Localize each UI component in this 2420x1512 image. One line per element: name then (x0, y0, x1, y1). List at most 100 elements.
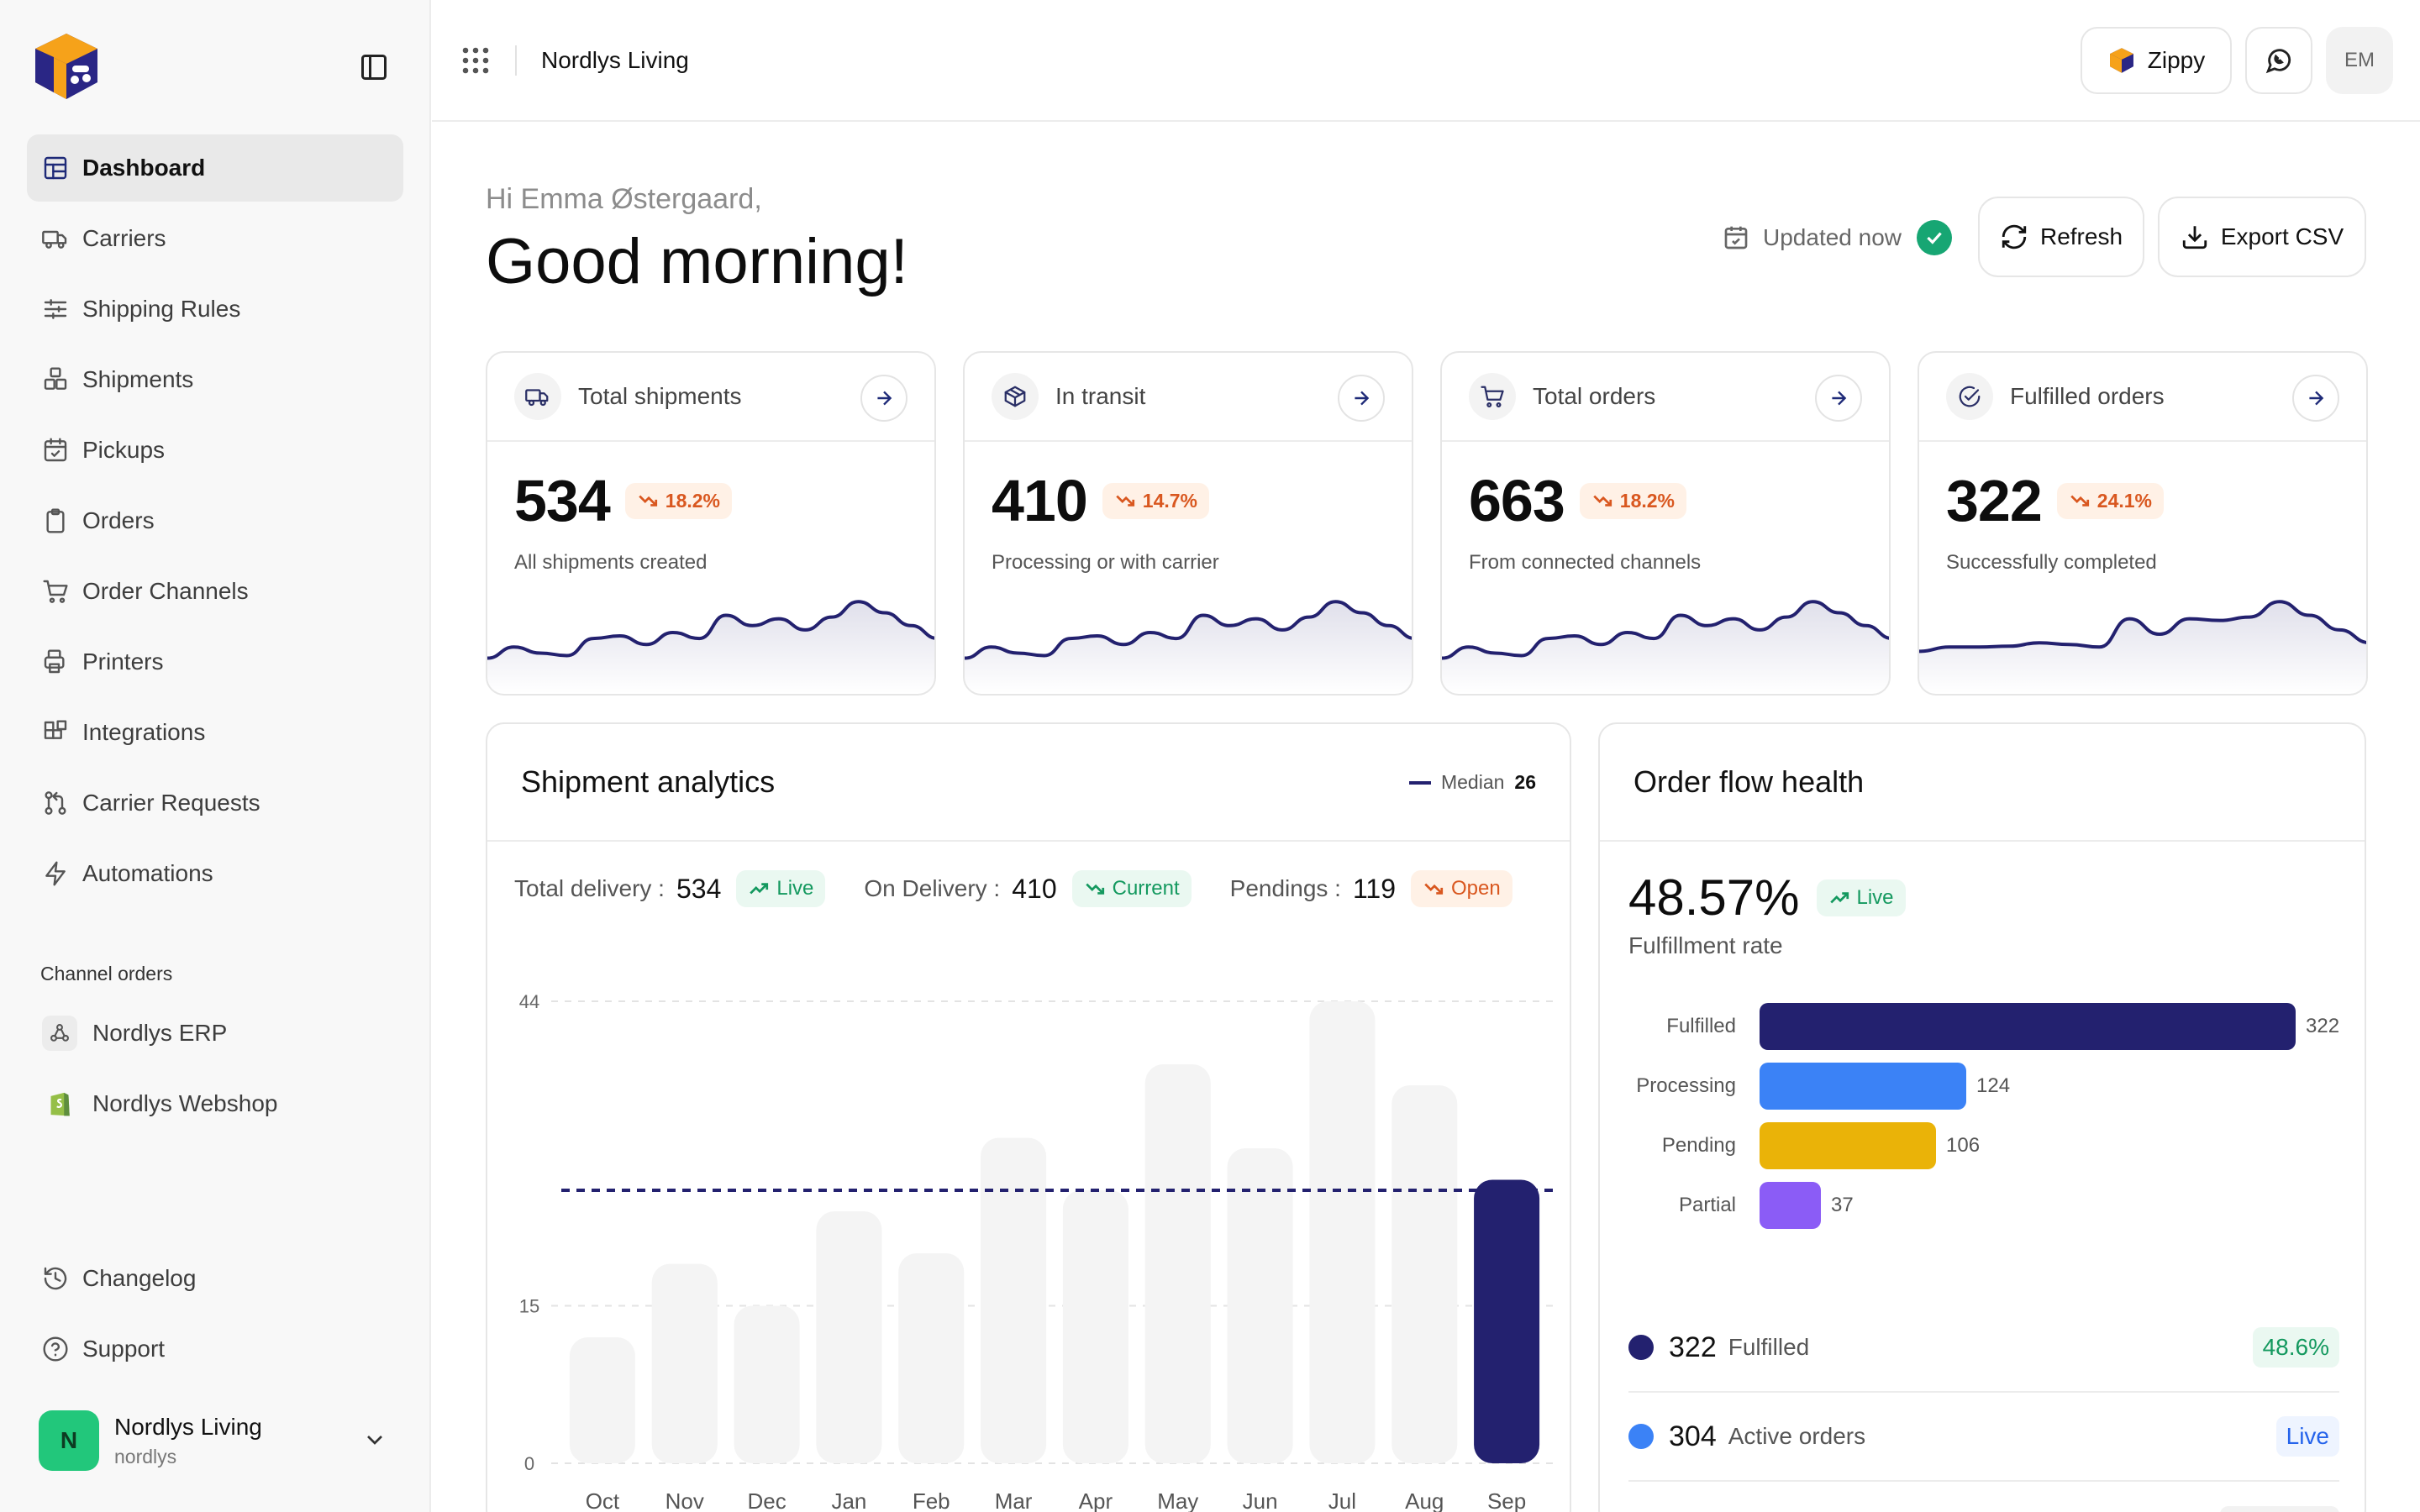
x-tick-label: Aug (1405, 1488, 1444, 1512)
export-csv-button[interactable]: Export CSV (2158, 197, 2366, 277)
user-avatar[interactable]: EM (2326, 27, 2393, 94)
stat-badge-label: Current (1112, 877, 1180, 900)
page-title: Good morning! (486, 226, 908, 297)
flow-bar-pending[interactable] (1760, 1122, 1936, 1169)
flow-bar-label: Fulfilled (1666, 1015, 1736, 1037)
refresh-button[interactable]: Refresh (1978, 197, 2144, 277)
org-name: Nordlys Living (541, 47, 689, 73)
sidebar-toggle-icon[interactable] (359, 52, 389, 82)
kpi-card-fulfilled-orders[interactable]: Fulfilled orders 322 24.1% Successfully … (1918, 351, 2368, 696)
sparkline-line (487, 600, 934, 660)
sidebar-item-pickups[interactable]: Pickups (27, 417, 403, 484)
zippy-logo-icon[interactable] (29, 29, 104, 104)
bar-sep[interactable] (1474, 1179, 1540, 1464)
workspace-switcher[interactable]: N Nordlys Living nordlys (27, 1403, 403, 1478)
kpi-value: 410 (992, 468, 1088, 533)
updated-status: Updated now (1723, 220, 1953, 255)
blocks-icon (44, 720, 67, 739)
bar-jun[interactable] (1227, 1148, 1293, 1463)
y-tick-label: 15 (519, 1296, 539, 1317)
sidebar-item-label: Carriers (82, 225, 166, 251)
kpi-sparkline (1442, 600, 1889, 694)
sidebar-item-dashboard[interactable]: Dashboard (27, 134, 403, 202)
x-tick-label: Feb (913, 1488, 950, 1512)
sidebar-item-shipments[interactable]: Shipments (27, 346, 403, 413)
main-nav: Dashboard Carriers Shipping Rules Shipments… (27, 134, 403, 911)
kpi-icon-wrap (1469, 373, 1516, 420)
stat-value: 119 (1352, 873, 1396, 904)
sidebar-item-label: Support (82, 1336, 166, 1362)
bar-jul[interactable] (1309, 1001, 1376, 1463)
sidebar-item-printers[interactable]: Printers (27, 628, 403, 696)
layout-dashboard-icon (44, 156, 67, 180)
kpi-value-row: 663 18.2% (1469, 467, 1687, 534)
stat-badge: Open (1410, 870, 1512, 907)
refresh-label: Refresh (2039, 223, 2123, 249)
kpi-subtitle: From connected channels (1469, 551, 1702, 574)
sidebar-item-integrations[interactable]: Integrations (27, 699, 403, 766)
bar-jan[interactable] (816, 1211, 882, 1463)
sidebar-item-shipping-rules[interactable]: Shipping Rules (27, 276, 403, 343)
kpi-value: 534 (514, 468, 611, 533)
arrow-right-icon[interactable] (860, 375, 908, 422)
trending-down-icon (639, 495, 657, 507)
sparkline-area (1919, 601, 2366, 694)
sparkline-area (1442, 601, 1889, 694)
shipment-bar-chart: 0 15 44 Oct Nov Dec Jan Feb Mar Apr May Jun Jul Aug Se… (519, 991, 1555, 1512)
sliders-icon (44, 299, 67, 319)
chat-button[interactable] (2245, 27, 2312, 94)
sparkline-area (487, 601, 934, 694)
bar-aug[interactable] (1392, 1085, 1458, 1463)
flow-bar-fulfilled[interactable] (1760, 1003, 2296, 1050)
flow-bar-value: 106 (1946, 1134, 1981, 1157)
stat-value: 410 (1012, 873, 1057, 904)
legend-label: Fulfilled (1728, 1334, 1810, 1360)
kpi-value-row: 410 14.7% (992, 467, 1210, 534)
package-icon (1004, 386, 1026, 407)
kpi-icon-wrap (514, 373, 561, 420)
kpi-sparkline (965, 600, 1412, 694)
sidebar-item-orders[interactable]: Orders (27, 487, 403, 554)
bar-nov[interactable] (651, 1263, 718, 1464)
clipboard-icon (46, 508, 65, 533)
sidebar-item-label: Carrier Requests (82, 790, 260, 816)
sidebar-item-order-channels[interactable]: Order Channels (27, 558, 403, 625)
kpi-card-total-orders[interactable]: Total orders 663 18.2% From connected ch… (1440, 351, 1891, 696)
arrow-right-icon[interactable] (1815, 375, 1862, 422)
bar-oct[interactable] (569, 1337, 635, 1463)
bar-feb[interactable] (898, 1253, 965, 1463)
bar-dec[interactable] (734, 1305, 800, 1464)
kpi-card-total-shipments[interactable]: Total shipments 534 18.2% All shipments … (486, 351, 936, 696)
kpi-card-in-transit[interactable]: In transit 410 14.7% Processing or with … (963, 351, 1413, 696)
chevron-down-icon[interactable] (361, 1426, 388, 1453)
zippy-button[interactable]: Zippy (2081, 27, 2232, 94)
channel-item-nordlys-erp[interactable]: Nordlys ERP (27, 1000, 403, 1067)
flow-bar-label: Pending (1661, 1134, 1736, 1157)
legend-value: 304 (1669, 1420, 1717, 1452)
apps-grid-icon[interactable] (460, 45, 491, 76)
legend-label: Active orders (1728, 1423, 1866, 1449)
check-icon (1917, 220, 1953, 255)
help-circle-icon (43, 1336, 68, 1362)
arrow-right-icon[interactable] (2292, 375, 2339, 422)
flow-bar-label: Partial (1678, 1194, 1736, 1216)
x-tick-label: Dec (747, 1488, 786, 1512)
median-line-swatch (1408, 780, 1431, 785)
sidebar-item-changelog[interactable]: Changelog (27, 1245, 403, 1312)
arrow-right-icon[interactable] (1338, 375, 1385, 422)
sidebar-item-support[interactable]: Support (27, 1315, 403, 1383)
sidebar-item-automations[interactable]: Automations (27, 840, 403, 907)
sidebar-item-carriers[interactable]: Carriers (27, 205, 403, 272)
bar-may[interactable] (1144, 1064, 1211, 1463)
channel-item-nordlys-webshop[interactable]: Nordlys Webshop (27, 1070, 403, 1137)
kpi-value-row: 322 24.1% (1946, 467, 2165, 534)
panel-header: Order flow health (1600, 724, 2365, 842)
bar-apr[interactable] (1062, 1190, 1128, 1463)
flow-bar-partial[interactable] (1760, 1182, 1821, 1229)
sidebar-item-carrier-requests[interactable]: Carrier Requests (27, 769, 403, 837)
sidebar-item-label: Integrations (82, 719, 206, 745)
updated-label: Updated now (1763, 224, 1902, 250)
bar-mar[interactable] (981, 1137, 1047, 1464)
x-tick-label: Apr (1079, 1488, 1113, 1512)
flow-bar-processing[interactable] (1760, 1063, 1966, 1110)
